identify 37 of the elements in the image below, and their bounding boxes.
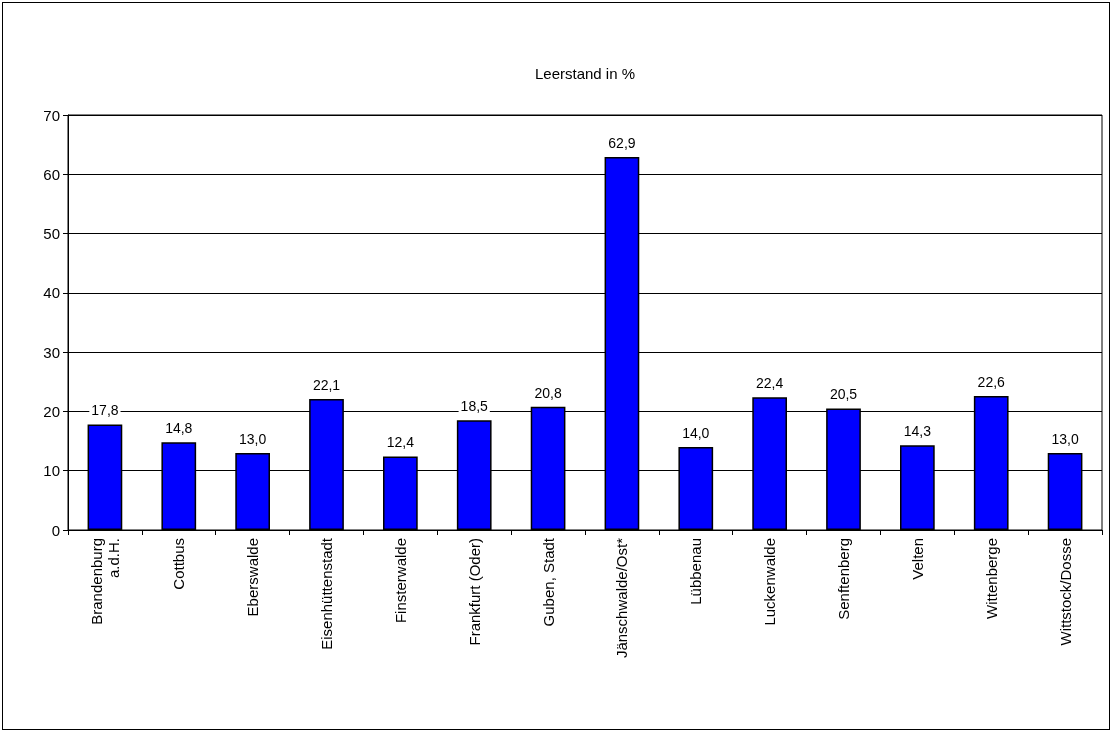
x-tick-label: Eisenhüttenstadt <box>318 537 335 650</box>
y-tick-label: 60 <box>43 165 60 183</box>
x-tick-label: Senftenberg <box>835 538 852 620</box>
x-tick-label: Cottbus <box>170 538 188 590</box>
data-label: 22,6 <box>977 374 1006 391</box>
data-label: 22,1 <box>312 376 341 393</box>
y-tick-label: 20 <box>43 402 60 420</box>
data-label: 14,8 <box>165 420 193 437</box>
data-label: 13,0 <box>239 430 267 447</box>
y-tick-label: 40 <box>43 284 60 302</box>
y-tick-label: 30 <box>43 343 60 361</box>
y-tick-label: 50 <box>43 225 60 243</box>
data-label: 62,9 <box>608 135 636 152</box>
data-label: 14,3 <box>903 423 932 440</box>
y-tick-label: 70 <box>43 106 60 124</box>
data-label: 12,4 <box>386 434 415 451</box>
data-label: 14,0 <box>682 425 710 441</box>
x-tick-label: Brandenburg a.d.H. <box>87 538 122 625</box>
x-tick-label: Eberswalde <box>244 538 262 617</box>
data-label: 17,8 <box>91 402 119 419</box>
y-tick-label: 10 <box>43 462 60 480</box>
x-tick-label: Finsterwalde <box>391 538 409 624</box>
x-tick-label: Luckenwalde <box>761 538 779 626</box>
x-tick-label: Wittenberge <box>982 538 1000 619</box>
data-label: 20,5 <box>829 386 858 403</box>
x-tick-label: Lübbenau <box>687 538 705 605</box>
data-label: 22,4 <box>756 375 784 392</box>
x-tick-label: Jänschwalde/Ost* <box>613 537 631 659</box>
chart-title: Leerstand in % <box>534 65 636 82</box>
x-tick-label: Frankfurt (Oder) <box>465 538 483 646</box>
data-label: 18,5 <box>460 398 489 415</box>
x-tick-label: Velten <box>908 538 926 580</box>
data-label: 20,8 <box>534 384 562 401</box>
y-tick-label: 0 <box>51 521 60 539</box>
data-label: 13,0 <box>1051 430 1079 447</box>
x-tick-label: Guben, Stadt <box>539 537 557 627</box>
x-tick-label: Wittstock/Dosse <box>1056 538 1074 646</box>
